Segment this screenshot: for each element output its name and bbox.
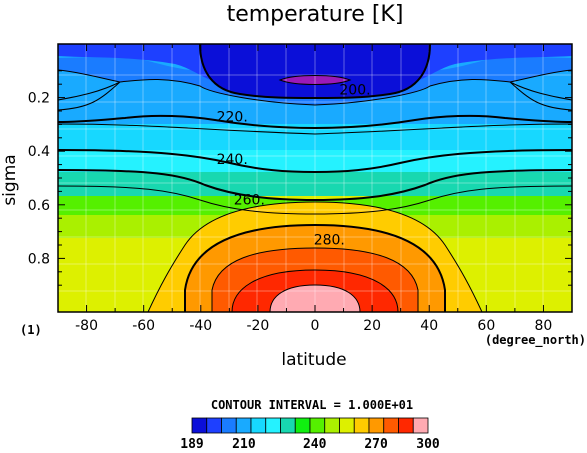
contour-220 xyxy=(58,114,572,130)
contour-280 xyxy=(184,223,446,312)
colorbar-swatch xyxy=(398,417,414,434)
colorbar-label: 240 xyxy=(303,437,327,452)
contour-240 xyxy=(58,149,572,174)
colorbar-swatch xyxy=(265,417,281,434)
contour-lines xyxy=(58,44,572,312)
colorbar-swatch xyxy=(250,417,267,434)
colorbar-swatch xyxy=(353,417,370,434)
x-tick-label: 60 xyxy=(477,318,495,334)
y-tick-label: 0.2 xyxy=(28,91,50,107)
colorbar-swatch xyxy=(280,417,296,434)
contour-300 xyxy=(231,269,399,312)
x-tick-label: -20 xyxy=(246,318,269,334)
colorbar-swatch xyxy=(294,417,311,434)
contour-label: 280. xyxy=(314,233,345,249)
contour-210-wedge xyxy=(58,81,121,111)
contour-200 xyxy=(199,44,431,99)
chart-title: temperature [K] xyxy=(227,2,404,27)
contour-210-left xyxy=(58,69,572,106)
x-tick-label: 20 xyxy=(363,318,381,334)
contour-label: 220. xyxy=(217,109,248,125)
y-axis-label: sigma xyxy=(0,154,20,205)
x-tick-label: 40 xyxy=(420,318,438,334)
colorbar-swatch xyxy=(235,417,252,434)
contour-label: 240. xyxy=(217,152,248,168)
contour-190 xyxy=(278,75,352,85)
contour-label: 200. xyxy=(339,83,370,99)
colorbar-swatch xyxy=(412,417,429,434)
colorbar-label: 270 xyxy=(364,437,388,452)
y-tick-label: 0.8 xyxy=(28,251,50,267)
band-peak xyxy=(270,285,360,312)
x-tick-label: -60 xyxy=(132,318,155,334)
contour-label: 260. xyxy=(234,192,265,208)
x-axis-label: latitude xyxy=(281,350,346,370)
colorbar: 189 210 240 270 300 xyxy=(180,417,440,452)
x-tick-label: 0 xyxy=(311,318,320,334)
x-tick-label: -80 xyxy=(75,318,98,334)
contour-260 xyxy=(58,169,572,202)
y-unit-label: (1) xyxy=(20,323,42,337)
contour-270 xyxy=(147,201,483,312)
plot-area: 200. 220. 240. 260. 280. xyxy=(58,44,572,312)
contour-290 xyxy=(211,247,419,312)
cell-min xyxy=(280,75,350,85)
contour-230 xyxy=(58,123,572,135)
contour-interval-label: CONTOUR INTERVAL = 1.000E+01 xyxy=(211,398,413,412)
axes: -80 -60 -40 -20 0 20 40 60 80 0.2 0.4 0.6 0.8 xyxy=(28,44,573,334)
x-tick-label: -40 xyxy=(189,318,212,334)
y-tick-label: 0.6 xyxy=(28,198,50,214)
colorbar-swatch xyxy=(383,417,399,434)
band-189 xyxy=(200,44,430,98)
colorbar-label: 210 xyxy=(232,437,256,452)
contour-250 xyxy=(58,185,572,215)
colorbar-swatch xyxy=(324,417,340,434)
colorbar-swatch xyxy=(191,417,208,434)
colorbar-label: 189 xyxy=(180,437,203,452)
colorbar-label: 300 xyxy=(416,437,440,452)
x-unit-label: (degree_north) xyxy=(485,333,586,348)
contour-210-wedge-r xyxy=(509,81,572,111)
colorbar-swatch xyxy=(206,417,222,434)
contour-peak xyxy=(269,284,361,312)
colorbar-swatch xyxy=(309,417,326,434)
colorbar-swatch xyxy=(221,417,237,434)
y-tick-label: 0.4 xyxy=(28,144,50,160)
x-tick-label: 80 xyxy=(535,318,553,334)
colorbar-swatch xyxy=(339,417,355,434)
colorbar-swatch xyxy=(368,417,385,434)
contour-label-layer: 200. 220. 240. 260. 280. xyxy=(217,83,371,249)
